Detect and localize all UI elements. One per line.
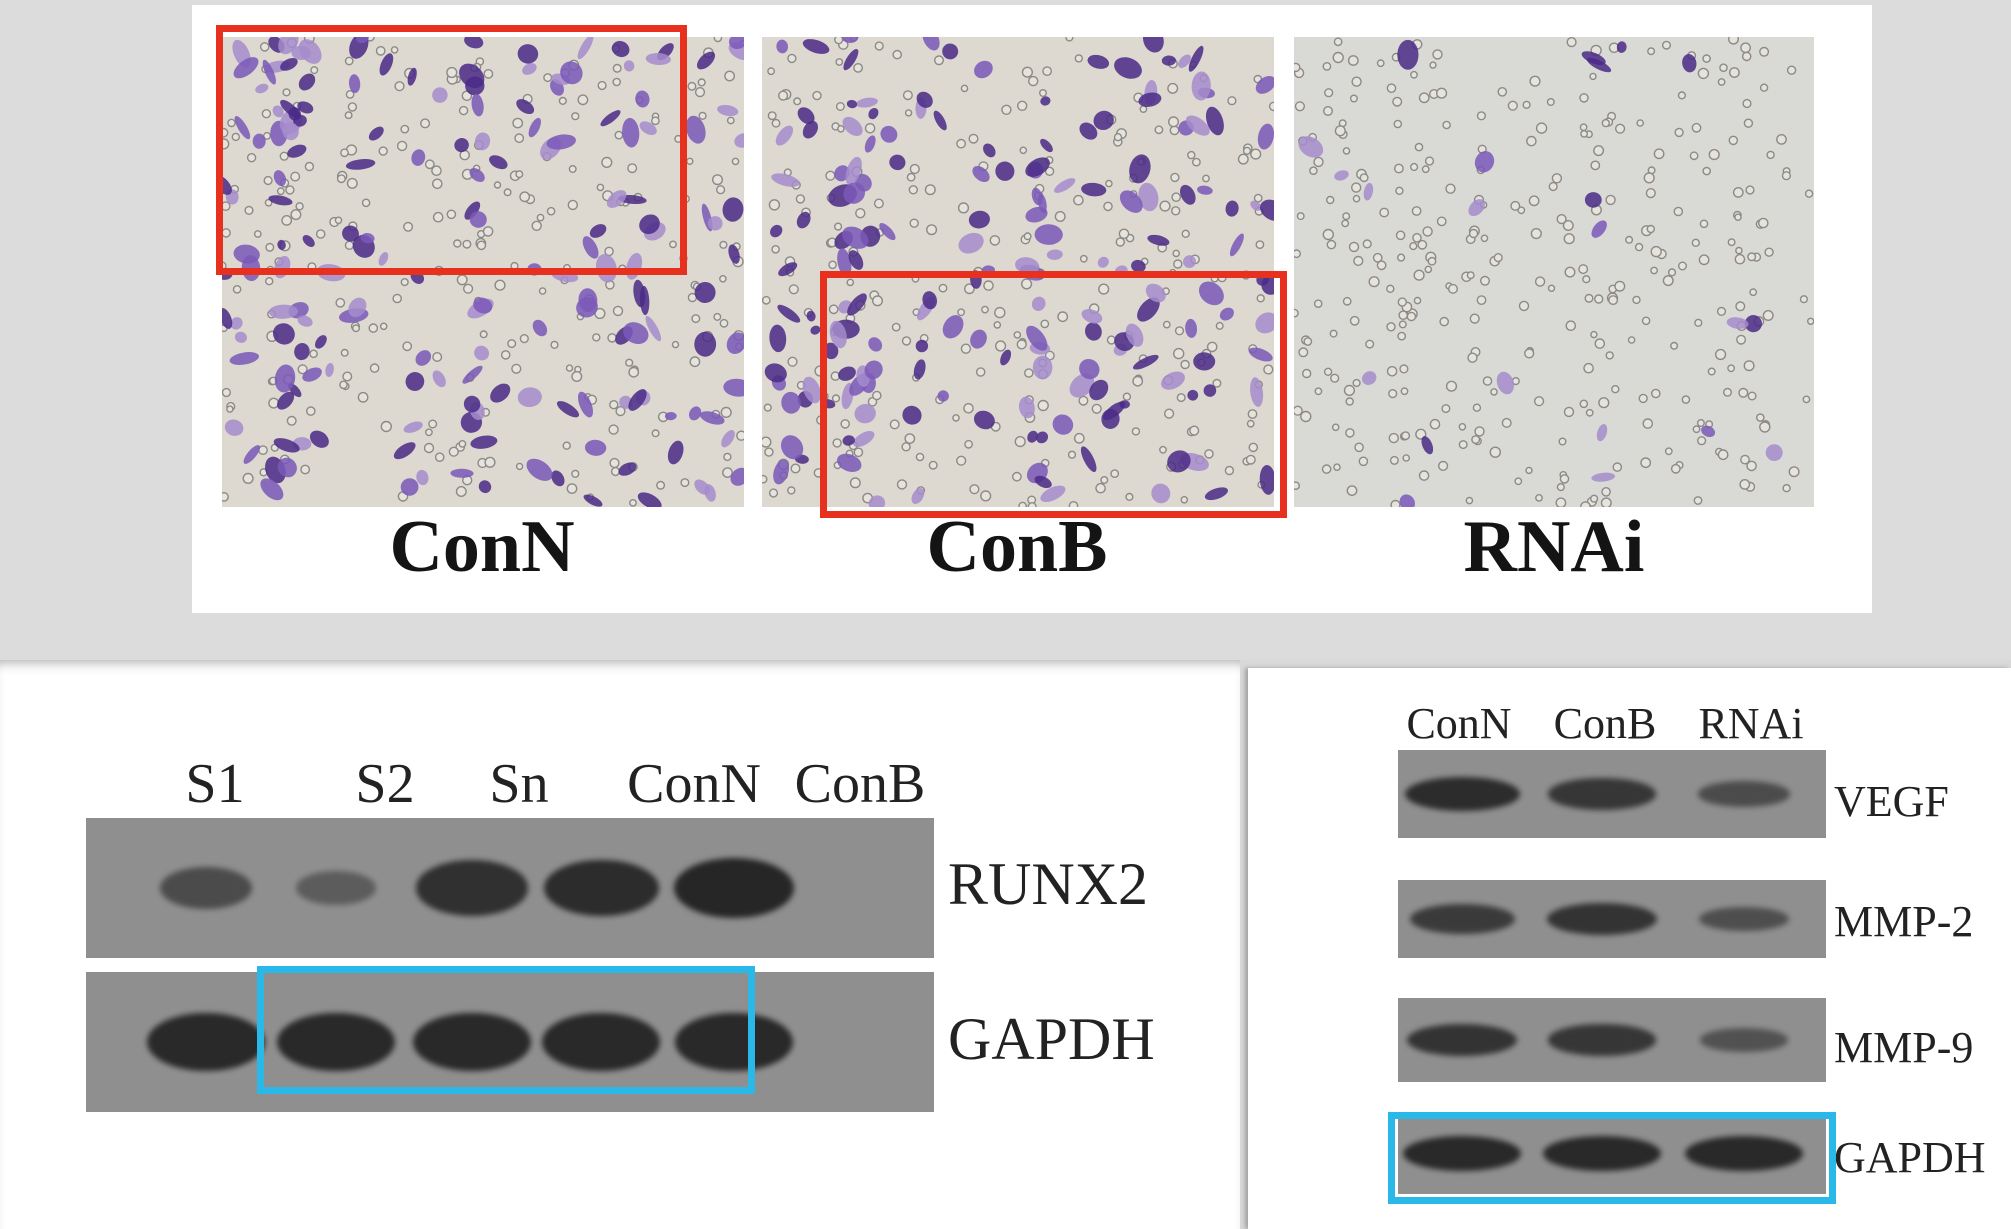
target-label-gapdh-right: GAPDH [1834, 1133, 1986, 1182]
blot-band [147, 1012, 265, 1072]
blot-band [542, 1012, 660, 1072]
blot-band [1700, 1028, 1788, 1052]
blot-band [1548, 778, 1656, 810]
lane-label: RNAi [1698, 699, 1804, 748]
western-blot-runx2-panel: S1 S2 Sn ConN ConB RUNX2 GAPDH [0, 660, 1240, 1229]
western-blot-markers-panel: ConN ConB RNAi VEGF MMP-2 MMP-9 GAPDH [1248, 668, 2011, 1229]
blot-band [1404, 776, 1520, 811]
lane-label: Sn [489, 753, 549, 815]
blot-band [1409, 903, 1515, 935]
target-label-gapdh: GAPDH [948, 1006, 1155, 1072]
blot-band [675, 1012, 793, 1072]
blot-band [543, 859, 659, 917]
blot-band [1403, 1136, 1521, 1172]
blot-strip-gapdh-right [1398, 1114, 1826, 1194]
micrograph-figure: ConN ConB RNAi [192, 5, 1872, 613]
blot-band [413, 1012, 531, 1072]
target-label-vegf: VEGF [1834, 777, 1949, 826]
blot-strip-vegf [1398, 750, 1826, 838]
lane-label: ConB [794, 753, 926, 815]
lane-label: ConB [1553, 699, 1657, 748]
blot-band [1547, 902, 1657, 935]
micrograph-rnai [1294, 37, 1814, 507]
blot-band [1699, 906, 1789, 932]
blot-strip-mmp9 [1398, 998, 1826, 1082]
target-label-mmp9: MMP-9 [1834, 1023, 1974, 1072]
blot-band [296, 871, 376, 905]
blue-highlight-box-right [1388, 1112, 1836, 1204]
blot-band [1548, 1024, 1656, 1056]
blot-band [1685, 1136, 1803, 1172]
target-label-mmp2: MMP-2 [1834, 897, 1974, 946]
blot-strip-mmp2 [1398, 880, 1826, 958]
target-label-runx2: RUNX2 [948, 851, 1149, 917]
micrograph-label-conn: ConN [389, 506, 575, 588]
blue-highlight-box-left [257, 966, 755, 1094]
blot-strip-runx2 [86, 818, 934, 958]
blot-band [1543, 1136, 1661, 1172]
red-highlight-box-conb [820, 271, 1287, 518]
blot-band [415, 860, 529, 916]
blot-band [1697, 781, 1791, 807]
lane-label: ConN [1406, 699, 1512, 748]
blot-band [159, 867, 253, 909]
blot-band [1407, 1023, 1517, 1056]
lane-label: S2 [355, 753, 415, 815]
lane-label: S1 [185, 753, 245, 815]
blot-band [674, 858, 794, 918]
blot-band [277, 1012, 395, 1072]
lane-label: ConN [627, 753, 761, 815]
red-highlight-box-conn [216, 25, 687, 275]
micrograph-label-rnai: RNAi [1463, 506, 1645, 588]
micrograph-label-conb: ConB [926, 506, 1108, 588]
